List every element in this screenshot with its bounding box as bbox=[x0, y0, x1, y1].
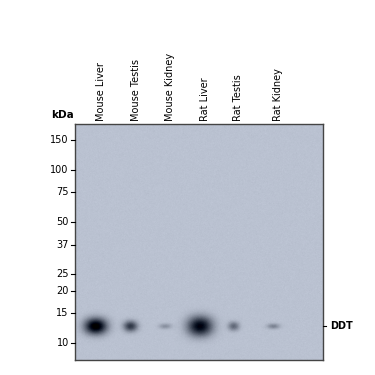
Text: DDT: DDT bbox=[330, 321, 352, 332]
Text: 37: 37 bbox=[56, 240, 69, 250]
Text: 75: 75 bbox=[56, 187, 69, 196]
Text: 15: 15 bbox=[56, 308, 69, 318]
Text: kDa: kDa bbox=[51, 110, 74, 120]
Text: 20: 20 bbox=[56, 286, 69, 296]
Text: 100: 100 bbox=[50, 165, 69, 175]
Text: Mouse Liver: Mouse Liver bbox=[96, 63, 106, 122]
Text: Mouse Kidney: Mouse Kidney bbox=[165, 53, 176, 122]
Text: 150: 150 bbox=[50, 135, 69, 144]
Text: Rat Kidney: Rat Kidney bbox=[273, 69, 283, 122]
Text: 25: 25 bbox=[56, 269, 69, 279]
Text: Rat Testis: Rat Testis bbox=[233, 75, 243, 122]
Text: Rat Liver: Rat Liver bbox=[200, 78, 210, 122]
Text: Mouse Testis: Mouse Testis bbox=[130, 59, 141, 122]
Text: 50: 50 bbox=[56, 217, 69, 227]
Text: 10: 10 bbox=[57, 338, 69, 348]
